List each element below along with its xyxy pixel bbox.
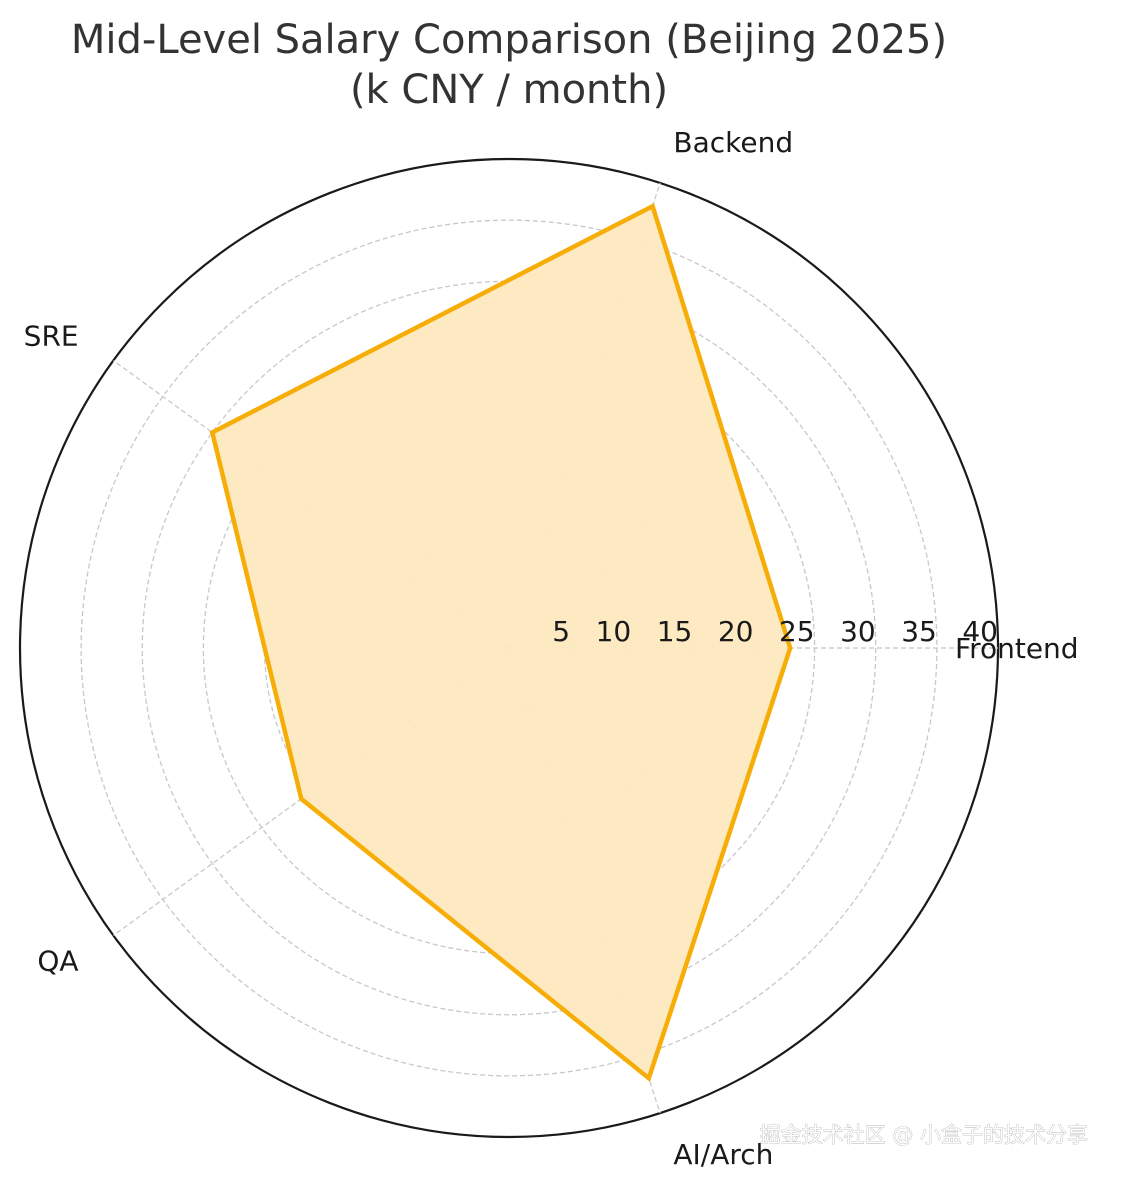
series-line (209, 202, 793, 1082)
category-labels: Frontend Backend SRE QA AI/Arch (24, 126, 1079, 1171)
category-label: AI/Arch (673, 1138, 773, 1171)
radial-tick-label: 25 (779, 615, 815, 648)
radial-tick-label: 5 (552, 615, 570, 648)
chart-subtitle: (k CNY / month) (350, 67, 668, 113)
category-label: QA (37, 945, 78, 978)
radial-tick-label: 15 (657, 615, 693, 648)
radial-tick-label: 20 (718, 615, 754, 648)
grid-ring (141, 280, 877, 1016)
chart-title: Mid-Level Salary Comparison (Beijing 202… (71, 17, 947, 63)
radial-tick-label: 30 (840, 615, 876, 648)
series-layer (209, 202, 793, 1082)
radial-tick-label: 10 (596, 615, 632, 648)
category-label: Frontend (955, 632, 1079, 665)
category-label: Backend (673, 126, 793, 159)
radial-tick-label: 35 (901, 615, 937, 648)
watermark: 掘金技术社区 @ 小盒子的技术分享 (760, 1123, 1088, 1147)
radial-tick-label: 40 (962, 615, 998, 648)
category-label: SRE (24, 319, 79, 352)
series-area (212, 206, 791, 1079)
radial-tick-labels: 5 10 15 20 25 30 35 40 (552, 615, 998, 648)
